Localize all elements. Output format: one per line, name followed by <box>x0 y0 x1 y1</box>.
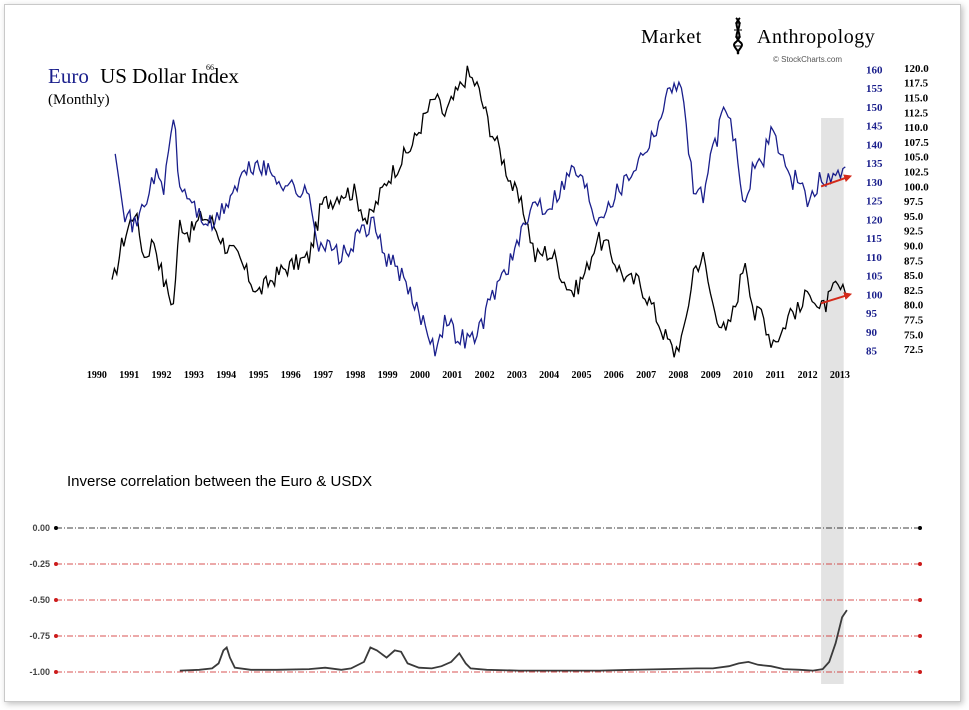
x-tick-label: 2001 <box>442 370 462 381</box>
usd-tick-label: 72.5 <box>904 344 924 356</box>
gridline-dot <box>54 634 58 638</box>
brand-right: Anthropology <box>757 26 875 48</box>
x-tick-label: 1997 <box>313 370 333 381</box>
usd-tick-label: 115.0 <box>904 93 929 105</box>
correlation-caption: Inverse correlation between the Euro & U… <box>67 473 372 490</box>
x-tick-label: 1999 <box>378 370 398 381</box>
x-tick-label: 1994 <box>216 370 236 381</box>
correlation-grid: 0.00 -0.25 -0.50 -0.75 -1.00 <box>29 523 922 677</box>
euro-tick-label: 125 <box>866 196 883 208</box>
correlation-tick-label: -0.75 <box>29 631 50 641</box>
highlight-band <box>821 118 844 684</box>
brand-left: Market <box>641 26 702 48</box>
x-tick-label: 2004 <box>539 370 559 381</box>
x-tick-label: 1998 <box>345 370 365 381</box>
euro-tick-label: 155 <box>866 83 883 95</box>
usd-tick-label: 117.5 <box>904 78 929 90</box>
title-euro: Euro <box>48 64 89 88</box>
x-tick-label: 2008 <box>668 370 688 381</box>
chart-frame <box>4 4 961 702</box>
usd-tick-label: 77.5 <box>904 315 924 327</box>
brand-logo: Market Anthropology © StockCharts.com <box>641 17 875 64</box>
x-tick-label: 2006 <box>604 370 624 381</box>
euro-tick-label: 100 <box>866 289 883 301</box>
x-tick-label: 2002 <box>475 370 495 381</box>
gridline-dot <box>918 562 922 566</box>
euro-tick-label: 95 <box>866 308 878 320</box>
gridline-dot <box>918 634 922 638</box>
title-mark: 66 <box>206 63 214 72</box>
x-tick-label: 2013 <box>830 370 850 381</box>
euro-line <box>114 80 846 357</box>
usd-tick-label: 95.0 <box>904 211 924 223</box>
x-tick-label: 2012 <box>798 370 818 381</box>
trend-arrows <box>820 174 853 305</box>
usd-tick-label: 90.0 <box>904 241 924 253</box>
euro-tick-label: 140 <box>866 139 883 151</box>
title-usd: US Dollar Index <box>100 64 239 88</box>
correlation-tick-label: 0.00 <box>32 523 50 533</box>
correlation-tick-label: -0.50 <box>29 595 50 605</box>
euro-tick-label: 160 <box>866 64 883 76</box>
gridline-dot <box>918 598 922 602</box>
euro-tick-label: 130 <box>866 177 883 189</box>
x-tick-label: 1995 <box>248 370 268 381</box>
euro-tick-label: 115 <box>866 233 882 245</box>
usd-index-line <box>111 65 846 358</box>
usd-tick-label: 110.0 <box>904 122 929 134</box>
usd-y-axis: 120.0 117.5 115.0 112.5 110.0 107.5 105.0 102.5… <box>904 63 929 356</box>
correlation-tick-label: -1.00 <box>29 667 50 677</box>
usd-tick-label: 87.5 <box>904 255 924 267</box>
euro-tick-label: 105 <box>866 271 883 283</box>
x-tick-label: 2009 <box>701 370 721 381</box>
gridline-dot <box>54 526 58 530</box>
euro-tick-label: 150 <box>866 102 883 114</box>
usd-tick-label: 75.0 <box>904 329 924 341</box>
trend-arrow <box>820 174 853 188</box>
gridline-dot <box>918 526 922 530</box>
euro-y-axis: 160 155 150 145 140 135 130 125 120 115 110 105 100 9… <box>866 64 883 357</box>
gridline-dot <box>54 598 58 602</box>
euro-tick-label: 90 <box>866 327 878 339</box>
usd-tick-label: 82.5 <box>904 285 924 297</box>
credit-text: © StockCharts.com <box>773 55 842 64</box>
usd-tick-label: 97.5 <box>904 196 924 208</box>
x-tick-label: 2010 <box>733 370 753 381</box>
dna-icon <box>733 17 743 55</box>
x-tick-label: 1992 <box>152 370 172 381</box>
x-tick-label: 2007 <box>636 370 656 381</box>
usd-tick-label: 92.5 <box>904 226 924 238</box>
euro-tick-label: 120 <box>866 214 883 226</box>
euro-tick-label: 85 <box>866 346 878 358</box>
usd-tick-label: 80.0 <box>904 300 924 312</box>
usd-tick-label: 112.5 <box>904 107 929 119</box>
x-axis: 1990 1991 1992 1993 1994 1995 1996 1997 1998 1999… <box>87 370 850 381</box>
chart-subtitle: (Monthly) <box>48 92 110 108</box>
correlation-tick-label: -0.25 <box>29 559 50 569</box>
x-tick-label: 1993 <box>184 370 204 381</box>
x-tick-label: 1996 <box>281 370 301 381</box>
usd-tick-label: 120.0 <box>904 63 929 75</box>
x-tick-label: 1991 <box>119 370 139 381</box>
gridline-dot <box>918 670 922 674</box>
gridline-dot <box>54 670 58 674</box>
usd-tick-label: 102.5 <box>904 167 929 179</box>
usd-tick-label: 100.0 <box>904 181 929 193</box>
euro-tick-label: 110 <box>866 252 882 264</box>
usd-tick-label: 85.0 <box>904 270 924 282</box>
x-tick-label: 2011 <box>766 370 785 381</box>
euro-tick-label: 145 <box>866 121 883 133</box>
x-tick-label: 2000 <box>410 370 430 381</box>
gridline-dot <box>54 562 58 566</box>
usd-tick-label: 107.5 <box>904 137 929 149</box>
x-tick-label: 2003 <box>507 370 527 381</box>
x-tick-label: 2005 <box>571 370 591 381</box>
chart-title: Euro US Dollar Index <box>48 64 239 88</box>
usd-tick-label: 105.0 <box>904 152 929 164</box>
x-tick-label: 1990 <box>87 370 107 381</box>
euro-tick-label: 135 <box>866 158 883 170</box>
correlation-line <box>179 609 848 672</box>
trend-arrow <box>820 292 853 305</box>
